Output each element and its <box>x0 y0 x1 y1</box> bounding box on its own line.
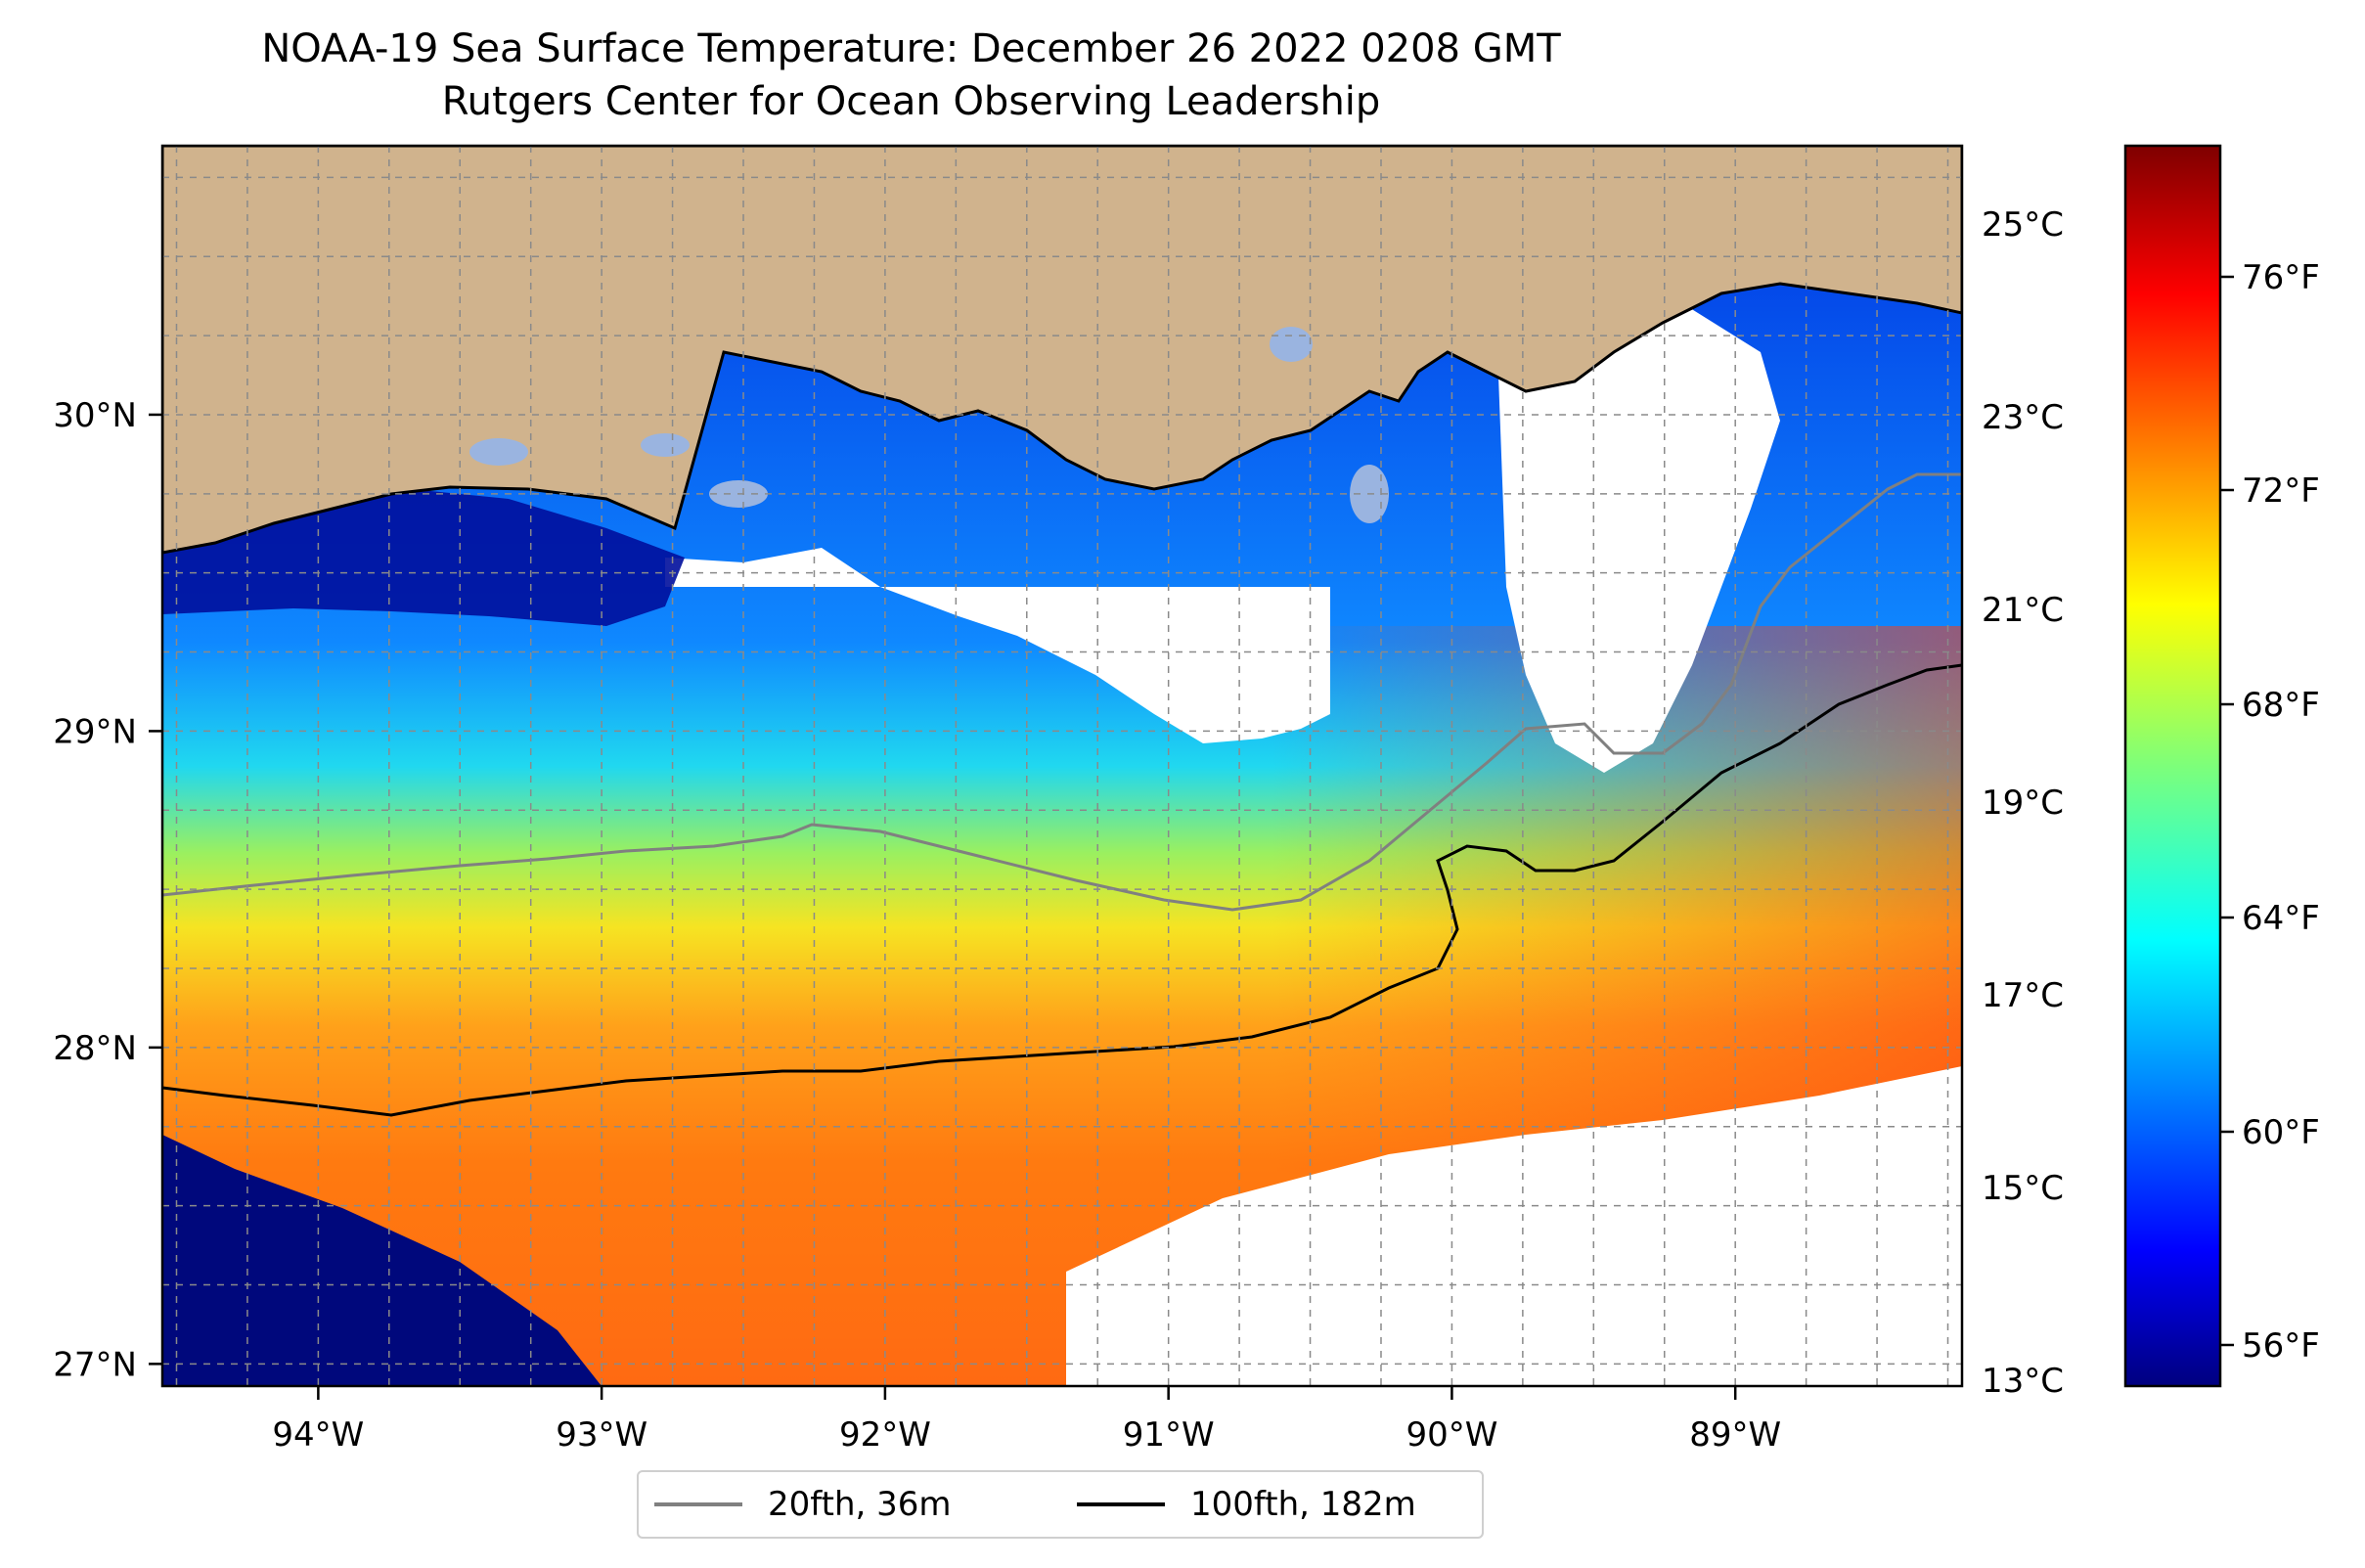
fahrenheit-label-68: 68°F <box>2242 686 2320 725</box>
lon-tick-label-2: 93°W <box>556 1415 647 1455</box>
fahrenheit-label-64: 64°F <box>2242 899 2320 938</box>
celsius-label-21: 21°C <box>1982 591 2064 630</box>
legend-label-100fth: 100fth, 182m <box>1190 1485 1416 1524</box>
lat-tick-label-1: 27°N <box>53 1345 137 1384</box>
celsius-label-13: 13°C <box>1982 1362 2064 1401</box>
lon-tick-label-1: 94°W <box>272 1415 364 1455</box>
celsius-label-15: 15°C <box>1982 1169 2064 1208</box>
colorbar-gradient <box>2125 146 2220 1386</box>
celsius-label-23: 23°C <box>1982 398 2064 437</box>
celsius-axis: 25°C 23°C 21°C 19°C 17°C 15°C 13°C <box>1982 205 2064 1401</box>
celsius-label-17: 17°C <box>1982 976 2064 1015</box>
colorbar: 76°F 72°F 68°F 64°F 60°F 56°F <box>2125 146 2320 1386</box>
fahrenheit-label-60: 60°F <box>2242 1113 2320 1152</box>
lat-tick-label-3: 29°N <box>53 712 137 751</box>
legend-item-100fth: 100fth, 182m <box>1077 1472 1416 1537</box>
legend-item-20fth: 20fth, 36m <box>654 1472 952 1537</box>
lon-tick-label-3: 92°W <box>839 1415 931 1455</box>
latitude-ticks: 27°N 28°N 29°N 30°N <box>53 396 162 1384</box>
legend-line-20fth <box>654 1502 742 1506</box>
lat-tick-label-4: 30°N <box>53 396 137 435</box>
legend-label-20fth: 20fth, 36m <box>768 1485 952 1524</box>
celsius-label-25: 25°C <box>1982 205 2064 245</box>
lat-tick-label-2: 28°N <box>53 1029 137 1068</box>
lon-tick-label-5: 90°W <box>1406 1415 1497 1455</box>
longitude-ticks: 94°W 93°W 92°W 91°W 90°W 89°W <box>272 1386 1781 1455</box>
contour-legend: 20fth, 36m 100fth, 182m <box>637 1470 1484 1539</box>
map-area <box>162 146 1962 1386</box>
fahrenheit-label-56: 56°F <box>2242 1326 2320 1366</box>
lon-tick-label-4: 91°W <box>1123 1415 1215 1455</box>
celsius-label-19: 19°C <box>1982 784 2064 823</box>
fahrenheit-label-72: 72°F <box>2242 471 2320 511</box>
lon-tick-label-6: 89°W <box>1689 1415 1781 1455</box>
fahrenheit-label-76: 76°F <box>2242 258 2320 297</box>
legend-line-100fth <box>1077 1502 1165 1506</box>
